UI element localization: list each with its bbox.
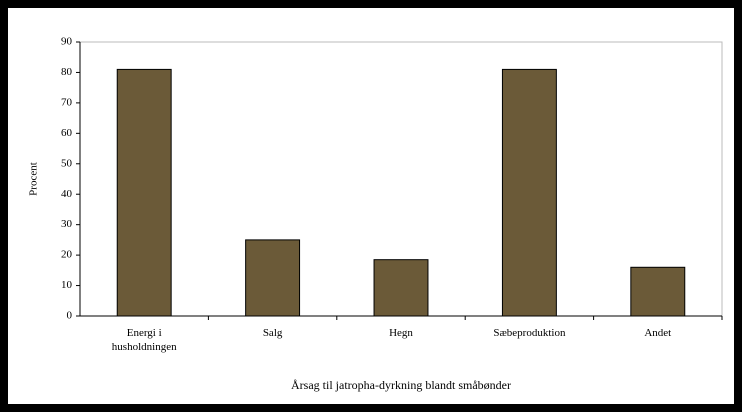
y-tick-label: 10	[61, 279, 73, 291]
x-tick-label: Andet	[644, 327, 672, 339]
bar	[630, 266, 686, 317]
x-tick-label: Sæbeproduktion	[493, 327, 566, 339]
y-tick-label: 50	[61, 157, 73, 169]
y-tick-label: 30	[61, 218, 73, 230]
y-tick-label: 20	[61, 249, 73, 261]
x-tick-label: Energi i husholdningen	[111, 327, 177, 353]
bar	[501, 68, 557, 317]
x-tick-label: Hegn	[389, 327, 413, 339]
y-tick-label: 80	[61, 66, 73, 78]
y-tick-label: 60	[61, 127, 73, 139]
y-axis-label: Procent	[28, 162, 40, 196]
bar	[116, 68, 172, 317]
bar	[373, 259, 429, 317]
y-tick-label: 90	[61, 36, 73, 48]
bar	[245, 239, 301, 317]
y-tick-label: 0	[67, 310, 73, 322]
x-tick-label: Salg	[262, 327, 283, 339]
y-tick-label: 40	[61, 188, 73, 200]
x-axis-label: Årsag til jatropha-dyrkning blandt småbø…	[291, 378, 511, 392]
y-tick-label: 70	[61, 96, 73, 108]
